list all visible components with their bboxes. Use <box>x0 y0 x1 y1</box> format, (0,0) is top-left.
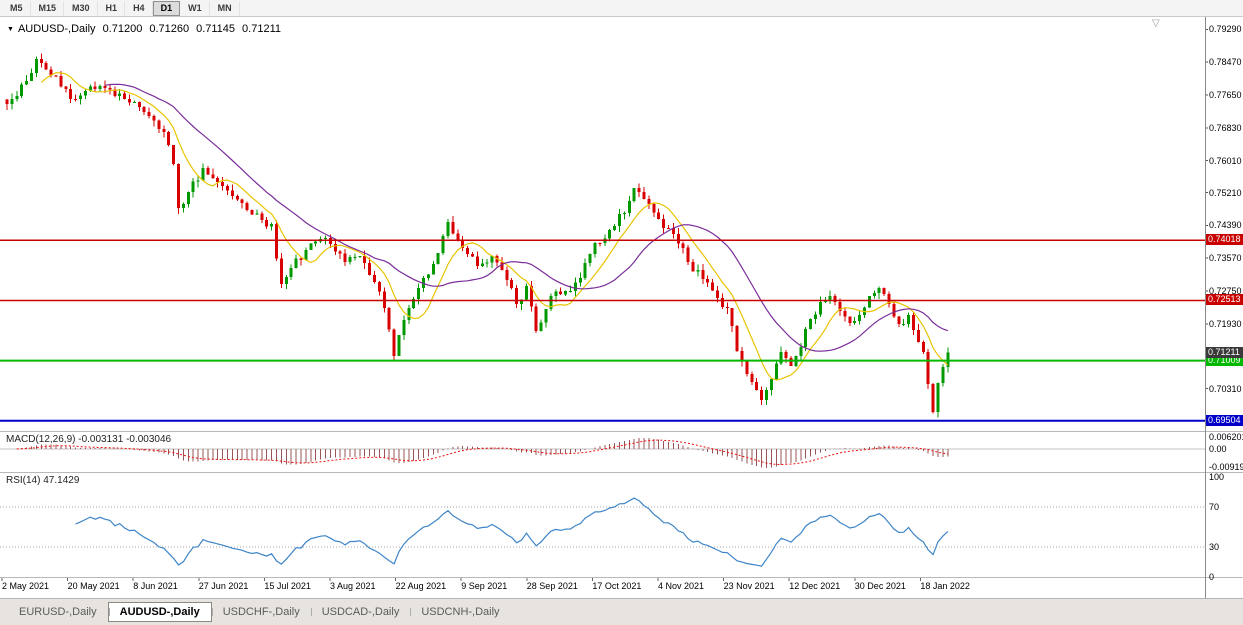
chart-tab-usdcnh[interactable]: USDCNH-,Daily <box>410 603 510 621</box>
chart-shift-marker-icon[interactable]: ▽ <box>1152 18 1160 29</box>
chart-dropdown-icon[interactable]: ▼ <box>7 26 14 33</box>
chart-tab-eurusd[interactable]: EURUSD-,Daily <box>19 606 97 618</box>
timeframe-button-m30[interactable]: M30 <box>64 0 98 16</box>
chart-tab-bar: EURUSD-,Daily AUDUSD-,Daily USDCHF-,Daily U… <box>0 598 1243 625</box>
ohlc-high-value: 0.71260 <box>149 23 190 35</box>
timeframe-button-mn[interactable]: MN <box>210 0 240 16</box>
chart-canvas[interactable] <box>0 0 1243 599</box>
rsi-indicator-label: RSI(14) 47.1429 <box>6 475 80 486</box>
horizontal-lines-group <box>0 239 1205 422</box>
ohlc-open-value: 0.71200 <box>102 23 143 35</box>
timeframe-button-h4[interactable]: H4 <box>125 0 153 16</box>
ohlc-close-value: 0.71211 <box>242 23 281 35</box>
timeframe-button-w1[interactable]: W1 <box>180 0 210 16</box>
rsi-group <box>0 497 1205 567</box>
chart-tab-usdcad[interactable]: USDCAD-,Daily <box>310 603 411 621</box>
macd-group <box>0 438 1205 468</box>
timeframe-button-m15[interactable]: M15 <box>31 0 65 16</box>
timeframe-button-d1[interactable]: D1 <box>152 0 181 16</box>
axes-group <box>0 17 1243 599</box>
timeframe-toolbar: M5 M15 M30 H1 H4 D1 W1 MN <box>0 0 1243 17</box>
timeframe-button-h1[interactable]: H1 <box>98 0 126 16</box>
ohlc-low-value: 0.71145 <box>196 23 236 35</box>
chart-ohlc-header: ▼ AUDUSD-,Daily 0.71200 0.71260 0.71145 0.712… <box>7 23 281 35</box>
macd-indicator-label: MACD(12,26,9) -0.003131 -0.003046 <box>6 434 172 445</box>
candles-group <box>5 53 950 418</box>
chart-symbol-label: AUDUSD-,Daily <box>17 23 96 35</box>
timeframe-button-m5[interactable]: M5 <box>2 0 31 16</box>
moving-averages-group <box>40 72 949 381</box>
chart-tab-usdchf[interactable]: USDCHF-,Daily <box>211 603 311 621</box>
chart-tab-audusd[interactable]: AUDUSD-,Daily <box>107 602 212 622</box>
